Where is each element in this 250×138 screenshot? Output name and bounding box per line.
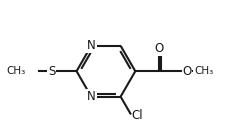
Text: CH₃: CH₃	[6, 66, 25, 76]
Text: Cl: Cl	[132, 109, 143, 122]
Text: O: O	[182, 65, 192, 78]
Text: N: N	[87, 39, 96, 52]
Text: CH₃: CH₃	[194, 66, 213, 76]
Text: S: S	[48, 65, 55, 78]
Text: N: N	[87, 90, 96, 103]
Text: O: O	[154, 42, 164, 55]
